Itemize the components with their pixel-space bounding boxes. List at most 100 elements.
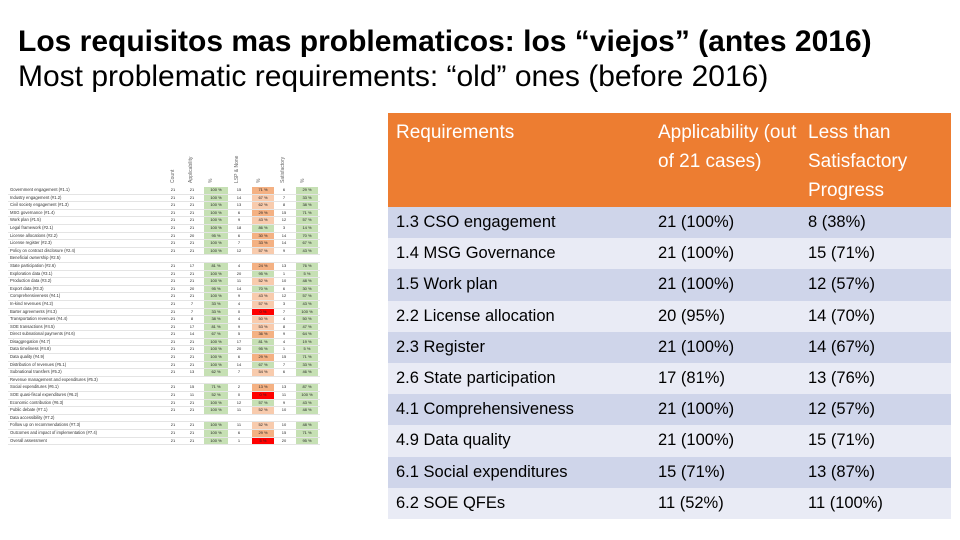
thumbnail-cell: 100 % xyxy=(204,247,228,255)
thumbnail-column-header: % xyxy=(256,178,262,183)
thumbnail-row-label: Data accessibility (#7.2) xyxy=(10,414,55,420)
thumbnail-cell: 5 % xyxy=(296,346,318,354)
table-row: 6.1 Social expenditures 15 (71%) 13 (87%… xyxy=(388,456,951,488)
thumbnail-cell: 95 % xyxy=(252,270,274,278)
thumbnail-cell: 14 xyxy=(236,285,242,291)
thumbnail-cell xyxy=(276,255,292,262)
progress-cell: 13 (76%) xyxy=(808,368,875,387)
thumbnail-row: Civil society engagement (#1.3) 21 21 100 %… xyxy=(8,202,320,210)
thumbnail-cell: 21 xyxy=(170,422,176,428)
table-row: 4.9 Data quality 21 (100%) 15 (71%) xyxy=(388,425,951,457)
applicability-cell: 20 (95%) xyxy=(658,306,725,325)
thumbnail-cell: 100 % xyxy=(204,187,228,194)
thumbnail-cell: 1 xyxy=(282,346,286,352)
thumbnail-row-label: SOE quasi-fiscal expenditures (#6.2) xyxy=(10,392,79,398)
thumbnail-cell: 14 % xyxy=(296,224,318,232)
thumbnail-cell: 100 % xyxy=(204,338,228,346)
table-row: 1.3 CSO engagement 21 (100%) 8 (38%) xyxy=(388,207,951,239)
thumbnail-cell: 100 % xyxy=(204,224,228,232)
thumbnail-cell: 95 % xyxy=(296,437,318,445)
requirements-table: Requirements Applicability (out of 21 ca… xyxy=(388,113,951,519)
applicability-cell: 17 (81%) xyxy=(658,368,725,387)
thumbnail-cell: 7 xyxy=(190,308,194,314)
thumbnail-cell: 11 xyxy=(236,407,242,413)
thumbnail-cell: 7 xyxy=(282,361,286,367)
thumbnail-row-label: Policy on contract disclosure (#2.4) xyxy=(10,247,76,253)
thumbnail-cell: 48 % xyxy=(296,407,318,414)
thumbnail-cell: 81 % xyxy=(204,323,228,331)
thumbnail-cell: 95 % xyxy=(204,232,228,240)
thumbnail-cell: 21 xyxy=(170,232,176,238)
thumbnail-cell: 14 xyxy=(236,361,242,367)
table-row: 4.1 Comprehensiveness 21 (100%) 12 (57%) xyxy=(388,394,951,426)
header-requirements: Requirements xyxy=(396,122,515,143)
thumbnail-row-label: Export data (#3.3) xyxy=(10,285,44,291)
thumbnail-cell: 5 xyxy=(237,331,241,337)
thumbnail-row-label: Barter agreements (#4.3) xyxy=(10,308,57,314)
thumbnail-row: Social expenditures (#6.1) 21 15 71 % 2 13 % 1… xyxy=(8,384,320,393)
thumbnail-cell: 10 xyxy=(281,407,287,413)
thumbnail-cell: 21 xyxy=(170,407,176,413)
thumbnail-cell xyxy=(166,377,180,384)
slide-title-english: Most problematic requirements: “old” one… xyxy=(18,60,769,93)
thumbnail-cell: 38 % xyxy=(296,202,318,209)
thumbnail-cell: 21 xyxy=(170,270,176,276)
thumbnail-cell xyxy=(184,415,200,422)
thumbnail-cell: 21 xyxy=(170,240,176,246)
thumbnail-cell: 54 % xyxy=(252,369,274,376)
thumbnail-cell: 0 % xyxy=(252,392,274,399)
thumbnail-cell xyxy=(204,415,228,422)
thumbnail-cell: 7 xyxy=(237,369,241,375)
thumbnail-cell: 21 xyxy=(170,369,176,375)
thumbnail-column-header: % xyxy=(208,178,214,183)
thumbnail-cell: 15 xyxy=(189,384,195,390)
thumbnail-cell: 100 % xyxy=(204,278,228,285)
header-applicability: Applicability (out of 21 cases) xyxy=(658,122,797,172)
thumbnail-cell: 13 xyxy=(281,262,287,268)
thumbnail-cell: 100 % xyxy=(296,308,318,316)
thumbnail-cell: 19 % xyxy=(296,338,318,346)
thumbnail-cell: 100 % xyxy=(204,430,228,437)
thumbnail-row: MSG governance (#1.4) 21 21 100 % 6 29 % 15 71 … xyxy=(8,209,320,218)
thumbnail-row: Policy on contract disclosure (#2.4) 21 21… xyxy=(8,247,320,256)
thumbnail-cell: 67 % xyxy=(252,361,274,369)
thumbnail-cell: 9 xyxy=(237,217,241,223)
thumbnail-cell: 43 % xyxy=(296,300,318,308)
thumbnail-cell: 13 xyxy=(189,369,195,375)
applicability-cell: 21 (100%) xyxy=(658,431,735,450)
thumbnail-cell: 50 % xyxy=(296,316,318,323)
thumbnail-cell: 43 % xyxy=(296,399,318,407)
applicability-cell: 21 (100%) xyxy=(658,213,735,231)
thumbnail-cell: 100 % xyxy=(204,209,228,217)
thumbnail-cell xyxy=(296,255,318,262)
thumbnail-cell: 17 xyxy=(189,262,195,268)
thumbnail-cell: 21 xyxy=(189,422,195,428)
thumbnail-column-header: LSP & None xyxy=(234,155,240,183)
thumbnail-cell: 21 xyxy=(189,346,195,352)
thumbnail-cell: 9 xyxy=(237,293,241,299)
thumbnail-row: Disaggregation (#4.7) 21 21 100 % 17 81 % 4 19 … xyxy=(8,338,320,347)
thumbnail-cell: 7 xyxy=(190,300,194,306)
thumbnail-cell: 21 xyxy=(170,247,176,253)
thumbnail-cell: 29 % xyxy=(296,187,318,194)
thumbnail-cell: 21 xyxy=(170,399,176,405)
thumbnail-cell: 67 % xyxy=(296,240,318,247)
thumbnail-cell: 21 xyxy=(170,278,176,284)
thumbnail-row: Production data (#3.2) 21 21 100 % 11 52 % 10 4… xyxy=(8,278,320,286)
table-row: 1.5 Work plan 21 (100%) 12 (57%) xyxy=(388,269,951,301)
thumbnail-cell: 4 xyxy=(237,300,241,306)
thumbnail-row-label: Disaggregation (#4.7) xyxy=(10,338,51,344)
progress-cell: 12 (57%) xyxy=(808,400,875,419)
thumbnail-cell: 67 % xyxy=(204,331,228,338)
thumbnail-cell: 21 xyxy=(170,392,176,398)
thumbnail-row: State participation (#2.6) 21 17 81 % 4 24 % 1… xyxy=(8,262,320,271)
thumbnail-row: License register (#2.3) 21 21 100 % 7 33 % 14 6… xyxy=(8,240,320,248)
thumbnail-cell xyxy=(296,415,318,422)
thumbnail-row-label: Direct subnational payments (#4.6) xyxy=(10,331,75,337)
thumbnail-cell: 21 xyxy=(170,316,176,322)
thumbnail-cell: 21 xyxy=(170,331,176,337)
thumbnail-cell: 18 xyxy=(236,224,242,230)
thumbnail-row-label: Follow up on recommendations (#7.3) xyxy=(10,422,81,428)
thumbnail-cell: 9 xyxy=(282,331,286,337)
thumbnail-cell: 11 xyxy=(236,278,242,284)
